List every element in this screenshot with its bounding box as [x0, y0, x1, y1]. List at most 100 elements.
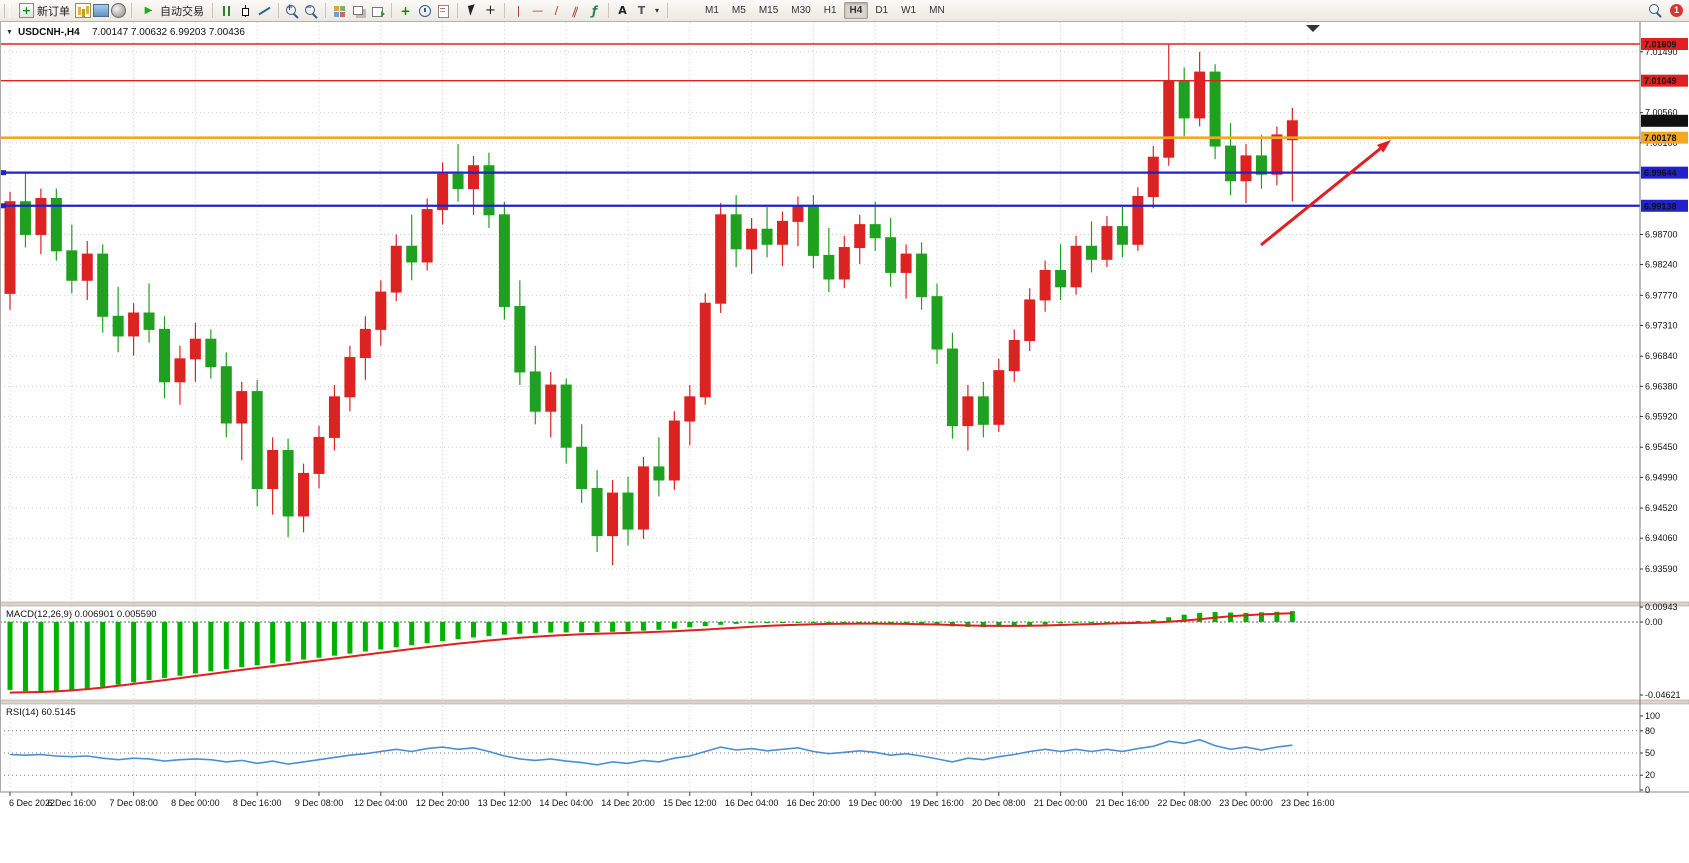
rsi-label: RSI(14) 60.5145 — [6, 707, 76, 718]
svg-text:12 Dec 20:00: 12 Dec 20:00 — [416, 798, 470, 808]
svg-text:6.96380: 6.96380 — [1645, 381, 1678, 391]
price-line-badge[interactable]: 7.01049 — [1641, 74, 1688, 87]
cursor-icon[interactable] — [463, 3, 480, 19]
svg-text:14 Dec 04:00: 14 Dec 04:00 — [539, 798, 593, 808]
timeframe-button-m1[interactable]: M1 — [705, 5, 719, 16]
market-watch-icon[interactable] — [111, 3, 126, 18]
timeframe-button-mn[interactable]: MN — [929, 5, 945, 16]
svg-text:80: 80 — [1645, 726, 1655, 736]
timeframe-button-m15[interactable]: M15 — [758, 5, 779, 16]
timeframe-button-m30[interactable]: M30 — [791, 5, 811, 16]
new-order-label: 新订单 — [37, 5, 70, 18]
svg-text:6.94520: 6.94520 — [1645, 503, 1678, 513]
svg-text:7.01490: 7.01490 — [1645, 47, 1678, 57]
trendline-icon[interactable]: ∕ — [554, 4, 559, 17]
svg-text:6 Dec 2022: 6 Dec 2022 — [9, 798, 55, 808]
svg-text:50: 50 — [1645, 748, 1655, 758]
svg-text:6.98700: 6.98700 — [1645, 229, 1678, 239]
cascade-windows-icon[interactable] — [350, 3, 367, 19]
arrange-windows-icon[interactable] — [369, 3, 386, 19]
svg-text:7.01609: 7.01609 — [1644, 40, 1677, 50]
svg-text:8 Dec 00:00: 8 Dec 00:00 — [171, 798, 220, 808]
label-icon[interactable]: T — [637, 4, 646, 17]
svg-text:6.97310: 6.97310 — [1645, 320, 1678, 330]
macd-signal-line — [9, 612, 1293, 694]
shapes-icon[interactable]: ▾ — [654, 6, 659, 15]
svg-text:6.93590: 6.93590 — [1645, 564, 1678, 574]
chart-shift-marker[interactable] — [1306, 25, 1320, 32]
chart-title: USDCNH-,H4 — [18, 27, 80, 38]
svg-text:6.98240: 6.98240 — [1645, 260, 1678, 270]
notification-badge[interactable]: 1 — [1670, 3, 1683, 17]
pane-separator[interactable] — [0, 601, 1689, 607]
svg-text:6.99138: 6.99138 — [1644, 201, 1677, 211]
price-line-badge[interactable]: 7.00178 — [1641, 131, 1688, 144]
tile-windows-icon[interactable] — [331, 3, 348, 19]
candlestick-series — [4, 44, 1298, 566]
price-line-badge[interactable]: 7.01609 — [1641, 38, 1688, 50]
timeframe-button-w1[interactable]: W1 — [901, 5, 917, 16]
zoom-in-icon[interactable]: + — [284, 3, 301, 19]
chart-ohlc-values: 7.00147 7.00632 6.99203 7.00436 — [92, 27, 245, 38]
vline-icon[interactable]: | — [516, 4, 521, 17]
fibonacci-icon[interactable]: ƒ — [591, 3, 598, 18]
search-icon[interactable] — [1647, 2, 1664, 18]
svg-text:12 Dec 04:00: 12 Dec 04:00 — [354, 798, 408, 808]
svg-text:7.00560: 7.00560 — [1645, 108, 1678, 118]
line-anchor[interactable] — [1, 170, 6, 176]
price-line-badge[interactable]: 6.99644 — [1641, 166, 1688, 179]
toolbar-separator — [325, 3, 326, 18]
macd-signal — [9, 612, 1293, 694]
svg-text:100: 100 — [1645, 711, 1660, 721]
toolbar-separator — [131, 3, 132, 18]
svg-text:22 Dec 08:00: 22 Dec 08:00 — [1157, 798, 1211, 808]
toolbar-separator — [212, 3, 213, 18]
crosshair-icon[interactable]: + — [485, 3, 496, 18]
svg-text:23 Dec 00:00: 23 Dec 00:00 — [1219, 798, 1273, 808]
timeframe-button-h4[interactable]: H4 — [843, 2, 869, 19]
svg-text:20: 20 — [1645, 770, 1655, 780]
hline-icon[interactable]: — — [532, 4, 543, 17]
svg-text:6.95920: 6.95920 — [1645, 411, 1678, 421]
svg-text:6 Dec 16:00: 6 Dec 16:00 — [48, 798, 97, 808]
line-anchor[interactable] — [1, 203, 6, 209]
svg-text:6.99644: 6.99644 — [1644, 168, 1677, 178]
auto-trading-button[interactable]: ▶ 自动交易 — [137, 1, 207, 21]
templates-icon[interactable] — [435, 3, 452, 19]
svg-text:21 Dec 16:00: 21 Dec 16:00 — [1096, 798, 1150, 808]
rsi — [9, 738, 1293, 766]
chart-canvas[interactable]: 7.014907.005607.001006.987006.982406.977… — [0, 22, 1689, 858]
indicators-icon[interactable]: + — [400, 3, 411, 18]
collapse-icon[interactable]: ▼ — [6, 29, 13, 36]
svg-text:19 Dec 00:00: 19 Dec 00:00 — [848, 798, 902, 808]
timeframe-button-h1[interactable]: H1 — [823, 5, 837, 16]
svg-text:7.00178: 7.00178 — [1644, 133, 1677, 143]
toolbar-grip[interactable] — [4, 3, 10, 18]
profiles-icon[interactable] — [93, 4, 109, 17]
toolbar-separator — [391, 3, 392, 18]
svg-text:6.97770: 6.97770 — [1645, 290, 1678, 300]
pane-separator[interactable] — [0, 699, 1689, 705]
toolbar-right-group: 1 — [1647, 2, 1683, 18]
line-chart-icon[interactable] — [256, 3, 273, 19]
price-line-badge[interactable]: 6.99138 — [1641, 199, 1688, 212]
svg-text:9 Dec 08:00: 9 Dec 08:00 — [295, 798, 344, 808]
svg-text:14 Dec 20:00: 14 Dec 20:00 — [601, 798, 655, 808]
periods-icon[interactable] — [416, 3, 433, 19]
new-order-button[interactable]: + 新订单 — [16, 1, 73, 21]
price-axis: 7.014907.005607.001006.987006.982406.977… — [1640, 38, 1688, 795]
pane-frame — [0, 22, 1689, 793]
price-line-badge[interactable]: 7.00436 — [1641, 114, 1688, 127]
timeframe-button-d1[interactable]: D1 — [875, 5, 889, 16]
auto-trading-label: 自动交易 — [160, 5, 204, 18]
channel-icon[interactable]: ∥ — [570, 3, 581, 18]
text-icon[interactable]: A — [618, 4, 627, 17]
bar-chart-icon[interactable] — [218, 3, 235, 19]
new-chart-icon[interactable] — [75, 3, 91, 18]
candlestick-icon[interactable] — [237, 3, 254, 19]
svg-text:6.95450: 6.95450 — [1645, 442, 1678, 452]
svg-text:7.01049: 7.01049 — [1644, 76, 1677, 86]
timeframe-button-m5[interactable]: M5 — [731, 5, 746, 16]
zoom-out-icon[interactable]: − — [303, 3, 320, 19]
